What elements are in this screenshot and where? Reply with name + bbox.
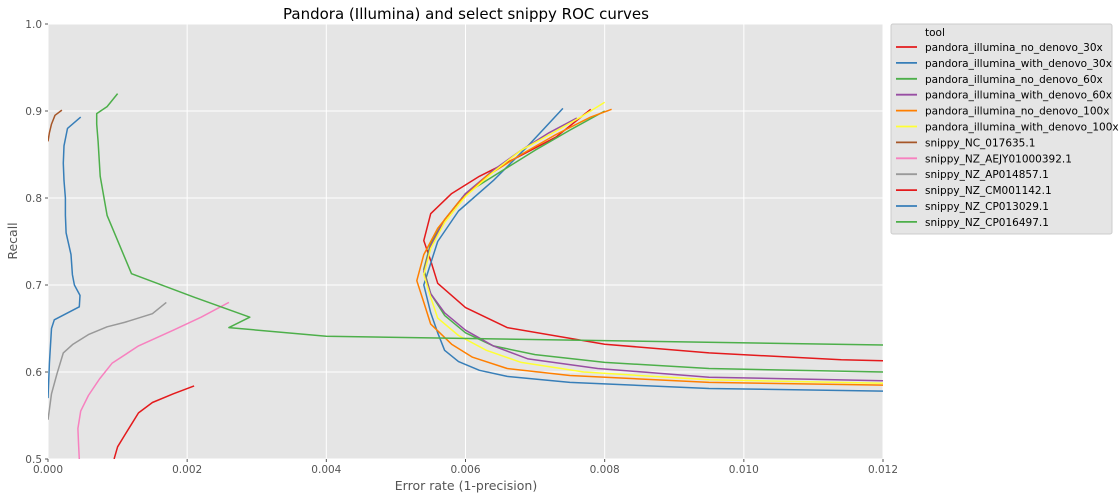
x-tick-label: 0.000	[33, 464, 63, 476]
series-line-6	[48, 109, 63, 142]
x-tick-label: 0.004	[311, 464, 341, 476]
x-tick-label: 0.008	[590, 464, 620, 476]
legend-label: pandora_illumina_with_denovo_100x	[925, 122, 1119, 134]
x-tick-label: 0.012	[868, 464, 898, 476]
series-line-11	[95, 93, 883, 346]
chart-title: Pandora (Illumina) and select snippy ROC…	[283, 5, 649, 23]
y-tick-label: 0.7	[25, 280, 42, 292]
y-tick-label: 1.0	[25, 19, 42, 31]
series-line-5	[423, 101, 883, 385]
x-tick-label: 0.010	[729, 464, 759, 476]
series-line-1	[423, 107, 883, 392]
series-line-10	[48, 116, 82, 399]
y-tick-label: 0.5	[25, 454, 42, 466]
legend-label: pandora_illumina_no_denovo_100x	[925, 106, 1109, 118]
legend-label: pandora_illumina_no_denovo_60x	[925, 74, 1103, 86]
x-axis-label: Error rate (1-precision)	[395, 478, 537, 493]
series-line-8	[48, 301, 167, 420]
legend-label: snippy_NC_017635.1	[925, 137, 1035, 149]
legend-label: snippy_NZ_AP014857.1	[925, 169, 1049, 181]
y-tick-label: 0.9	[25, 106, 42, 118]
series-layer	[48, 93, 883, 459]
y-axis-label: Recall	[5, 222, 20, 259]
legend-label: snippy_NZ_CM001142.1	[925, 185, 1052, 197]
y-axis-ticks: 0.5 0.6 0.7 0.8 0.9 1.0	[25, 19, 48, 466]
legend-label: snippy_NZ_AEJY01000392.1	[925, 153, 1072, 165]
legend-label: pandora_illumina_with_denovo_30x	[925, 58, 1112, 70]
y-tick-label: 0.8	[25, 193, 42, 205]
series-line-9	[113, 385, 195, 459]
legend-label: pandora_illumina_no_denovo_30x	[925, 42, 1103, 54]
x-tick-label: 0.006	[450, 464, 480, 476]
y-tick-label: 0.6	[25, 367, 42, 379]
series-line-4	[416, 108, 883, 386]
x-tick-label: 0.002	[172, 464, 202, 476]
legend-label: snippy_NZ_CP016497.1	[925, 217, 1049, 229]
legend: tool pandora_illumina_no_denovo_30xpando…	[890, 23, 1119, 235]
legend-label: pandora_illumina_with_denovo_60x	[925, 90, 1112, 102]
legend-items: pandora_illumina_no_denovo_30x pandora_il…	[896, 42, 1119, 229]
legend-box	[890, 23, 1113, 235]
legend-label: snippy_NZ_CP013029.1	[925, 201, 1049, 213]
x-axis-ticks: 0.000 0.002 0.004 0.006 0.008 0.010 0.012	[33, 459, 898, 476]
legend-title: tool	[925, 27, 945, 39]
series-line-7	[77, 301, 230, 459]
